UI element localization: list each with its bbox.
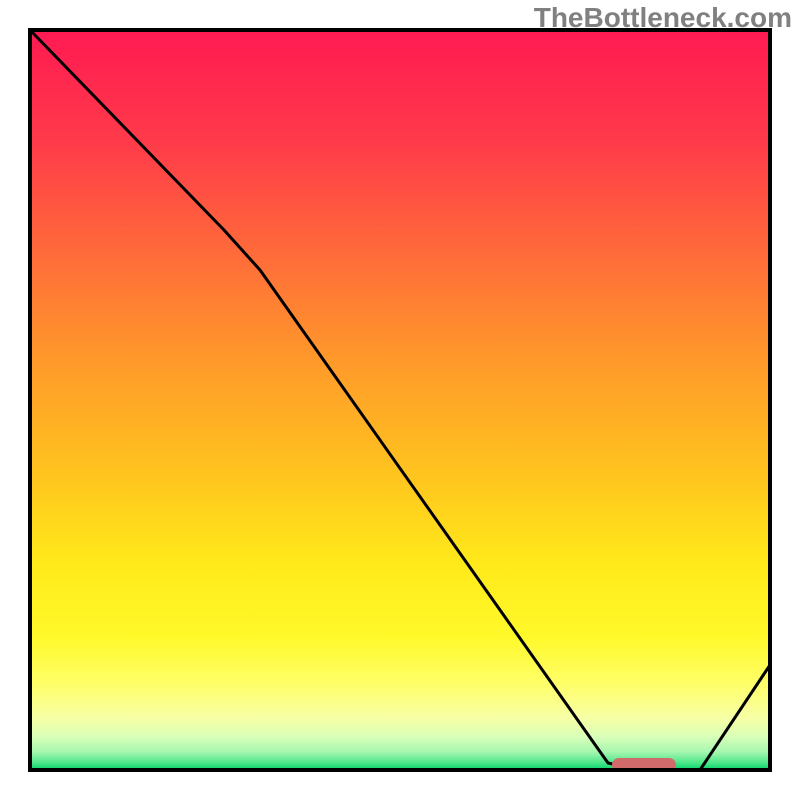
plot-area: [30, 30, 770, 772]
gradient-background: [30, 30, 770, 770]
chart-canvas: TheBottleneck.com: [0, 0, 800, 800]
chart-svg: [0, 0, 800, 800]
